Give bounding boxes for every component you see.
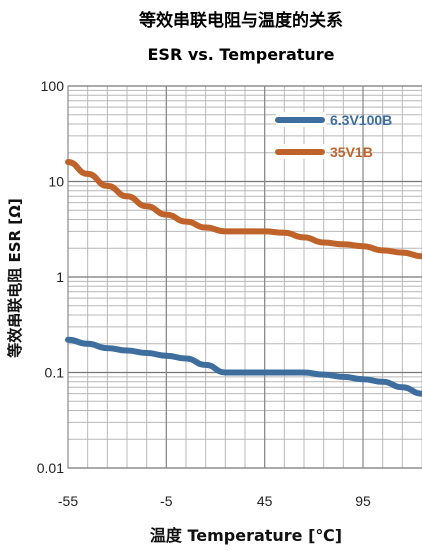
grid	[67, 85, 422, 469]
y-tick-label: 0.1	[45, 365, 65, 381]
chart-subtitle: ESR vs. Temperature	[147, 45, 334, 64]
x-axis-ticks: -55 -5 45 95	[58, 493, 371, 509]
x-tick-label: -55	[58, 493, 78, 509]
series-line-1	[65, 159, 422, 260]
y-axis-ticks: 0.01 0.1 1 10 100	[37, 78, 64, 476]
legend: 6.3V100B 35V1B	[275, 112, 392, 160]
y-tick-label: 100	[41, 78, 65, 94]
series-line-0	[65, 336, 422, 397]
y-tick-label: 0.01	[37, 460, 64, 476]
x-tick-label: 45	[257, 493, 273, 509]
x-tick-label: 95	[355, 493, 371, 509]
x-tick-label: -5	[160, 493, 173, 509]
y-tick-label: 10	[48, 174, 64, 190]
series-layer	[65, 159, 422, 397]
legend-label-1: 35V1B	[330, 144, 373, 160]
chart-title: 等效串联电阻与温度的关系	[139, 10, 343, 31]
legend-label-0: 6.3V100B	[330, 112, 392, 128]
y-axis-label: 等效串联电阻 ESR [Ω]	[6, 198, 24, 358]
y-tick-label: 1	[56, 269, 64, 285]
x-axis-label: 温度 Temperature [℃]	[149, 526, 342, 545]
